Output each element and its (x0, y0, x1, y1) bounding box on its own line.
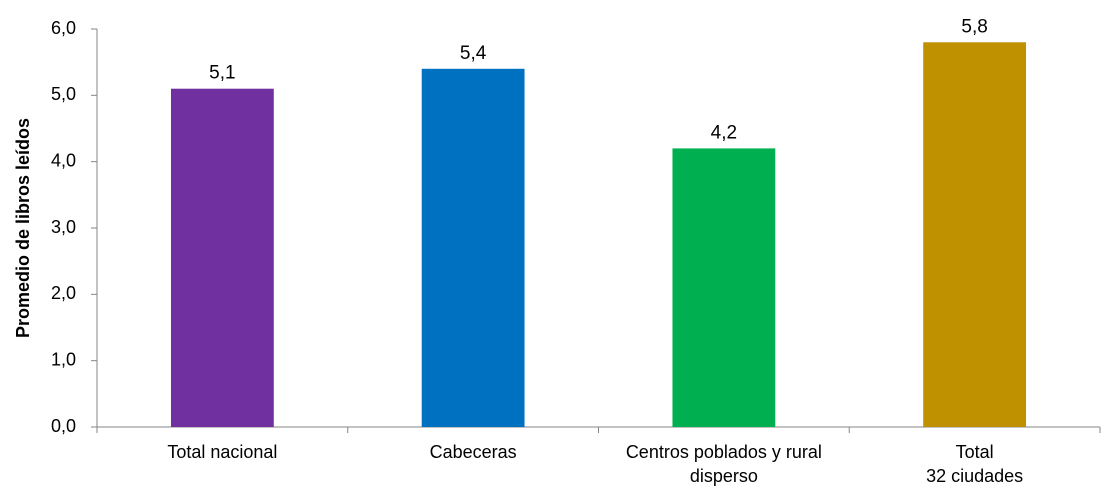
data-label: 4,2 (711, 122, 737, 143)
data-label: 5,1 (209, 63, 235, 84)
y-tick-label: 1,0 (51, 349, 76, 369)
y-axis-title: Promedio de libros leídos (13, 118, 33, 338)
category-label: Total (956, 442, 994, 462)
y-tick-label: 4,0 (51, 150, 76, 170)
y-tick-label: 3,0 (51, 217, 76, 237)
data-label: 5,8 (961, 16, 987, 37)
bar (421, 68, 525, 428)
y-tick-label: 6,0 (51, 18, 76, 38)
data-label: 5,4 (460, 43, 487, 64)
bar (923, 42, 1027, 428)
category-label: Cabeceras (430, 442, 517, 462)
category-label: Total nacional (167, 442, 277, 462)
category-label: Centros poblados y rural (626, 442, 822, 462)
category-label: disperso (690, 466, 758, 486)
y-tick-label: 2,0 (51, 283, 76, 303)
y-tick-label: 0,0 (51, 416, 76, 436)
bar (170, 88, 274, 427)
y-tick-label: 5,0 (51, 84, 76, 104)
bar (672, 148, 776, 427)
category-label: 32 ciudades (926, 466, 1023, 486)
